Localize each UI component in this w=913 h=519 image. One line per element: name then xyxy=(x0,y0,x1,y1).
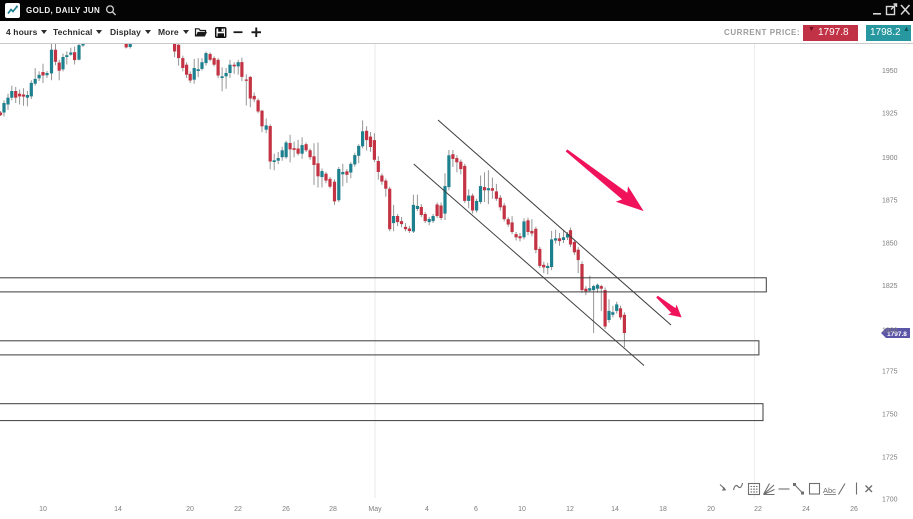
svg-text:1700: 1700 xyxy=(882,497,898,504)
svg-text:22: 22 xyxy=(234,506,242,513)
svg-text:26: 26 xyxy=(850,506,858,513)
svg-text:May: May xyxy=(368,506,382,513)
svg-text:1850: 1850 xyxy=(882,241,898,248)
svg-text:1750: 1750 xyxy=(882,412,898,419)
svg-text:1800: 1800 xyxy=(882,328,898,335)
svg-text:28: 28 xyxy=(329,506,337,513)
svg-text:14: 14 xyxy=(611,506,619,513)
svg-text:1725: 1725 xyxy=(882,455,898,462)
svg-text:1925: 1925 xyxy=(882,111,898,118)
svg-text:6: 6 xyxy=(474,506,478,513)
svg-text:10: 10 xyxy=(39,506,47,513)
svg-text:1900: 1900 xyxy=(882,155,898,162)
svg-text:1875: 1875 xyxy=(882,198,898,205)
svg-text:14: 14 xyxy=(114,506,122,513)
svg-text:26: 26 xyxy=(282,506,290,513)
svg-text:22: 22 xyxy=(754,506,762,513)
svg-text:12: 12 xyxy=(566,506,574,513)
svg-text:20: 20 xyxy=(707,506,715,513)
svg-text:18: 18 xyxy=(659,506,667,513)
svg-text:1775: 1775 xyxy=(882,369,898,376)
svg-text:1825: 1825 xyxy=(882,283,898,290)
svg-text:10: 10 xyxy=(518,506,526,513)
svg-text:Abc: Abc xyxy=(823,486,836,495)
svg-text:20: 20 xyxy=(186,506,194,513)
svg-text:1797.8: 1797.8 xyxy=(887,331,907,338)
svg-text:4: 4 xyxy=(425,506,429,513)
svg-text:1950: 1950 xyxy=(882,68,898,75)
svg-text:24: 24 xyxy=(802,506,810,513)
